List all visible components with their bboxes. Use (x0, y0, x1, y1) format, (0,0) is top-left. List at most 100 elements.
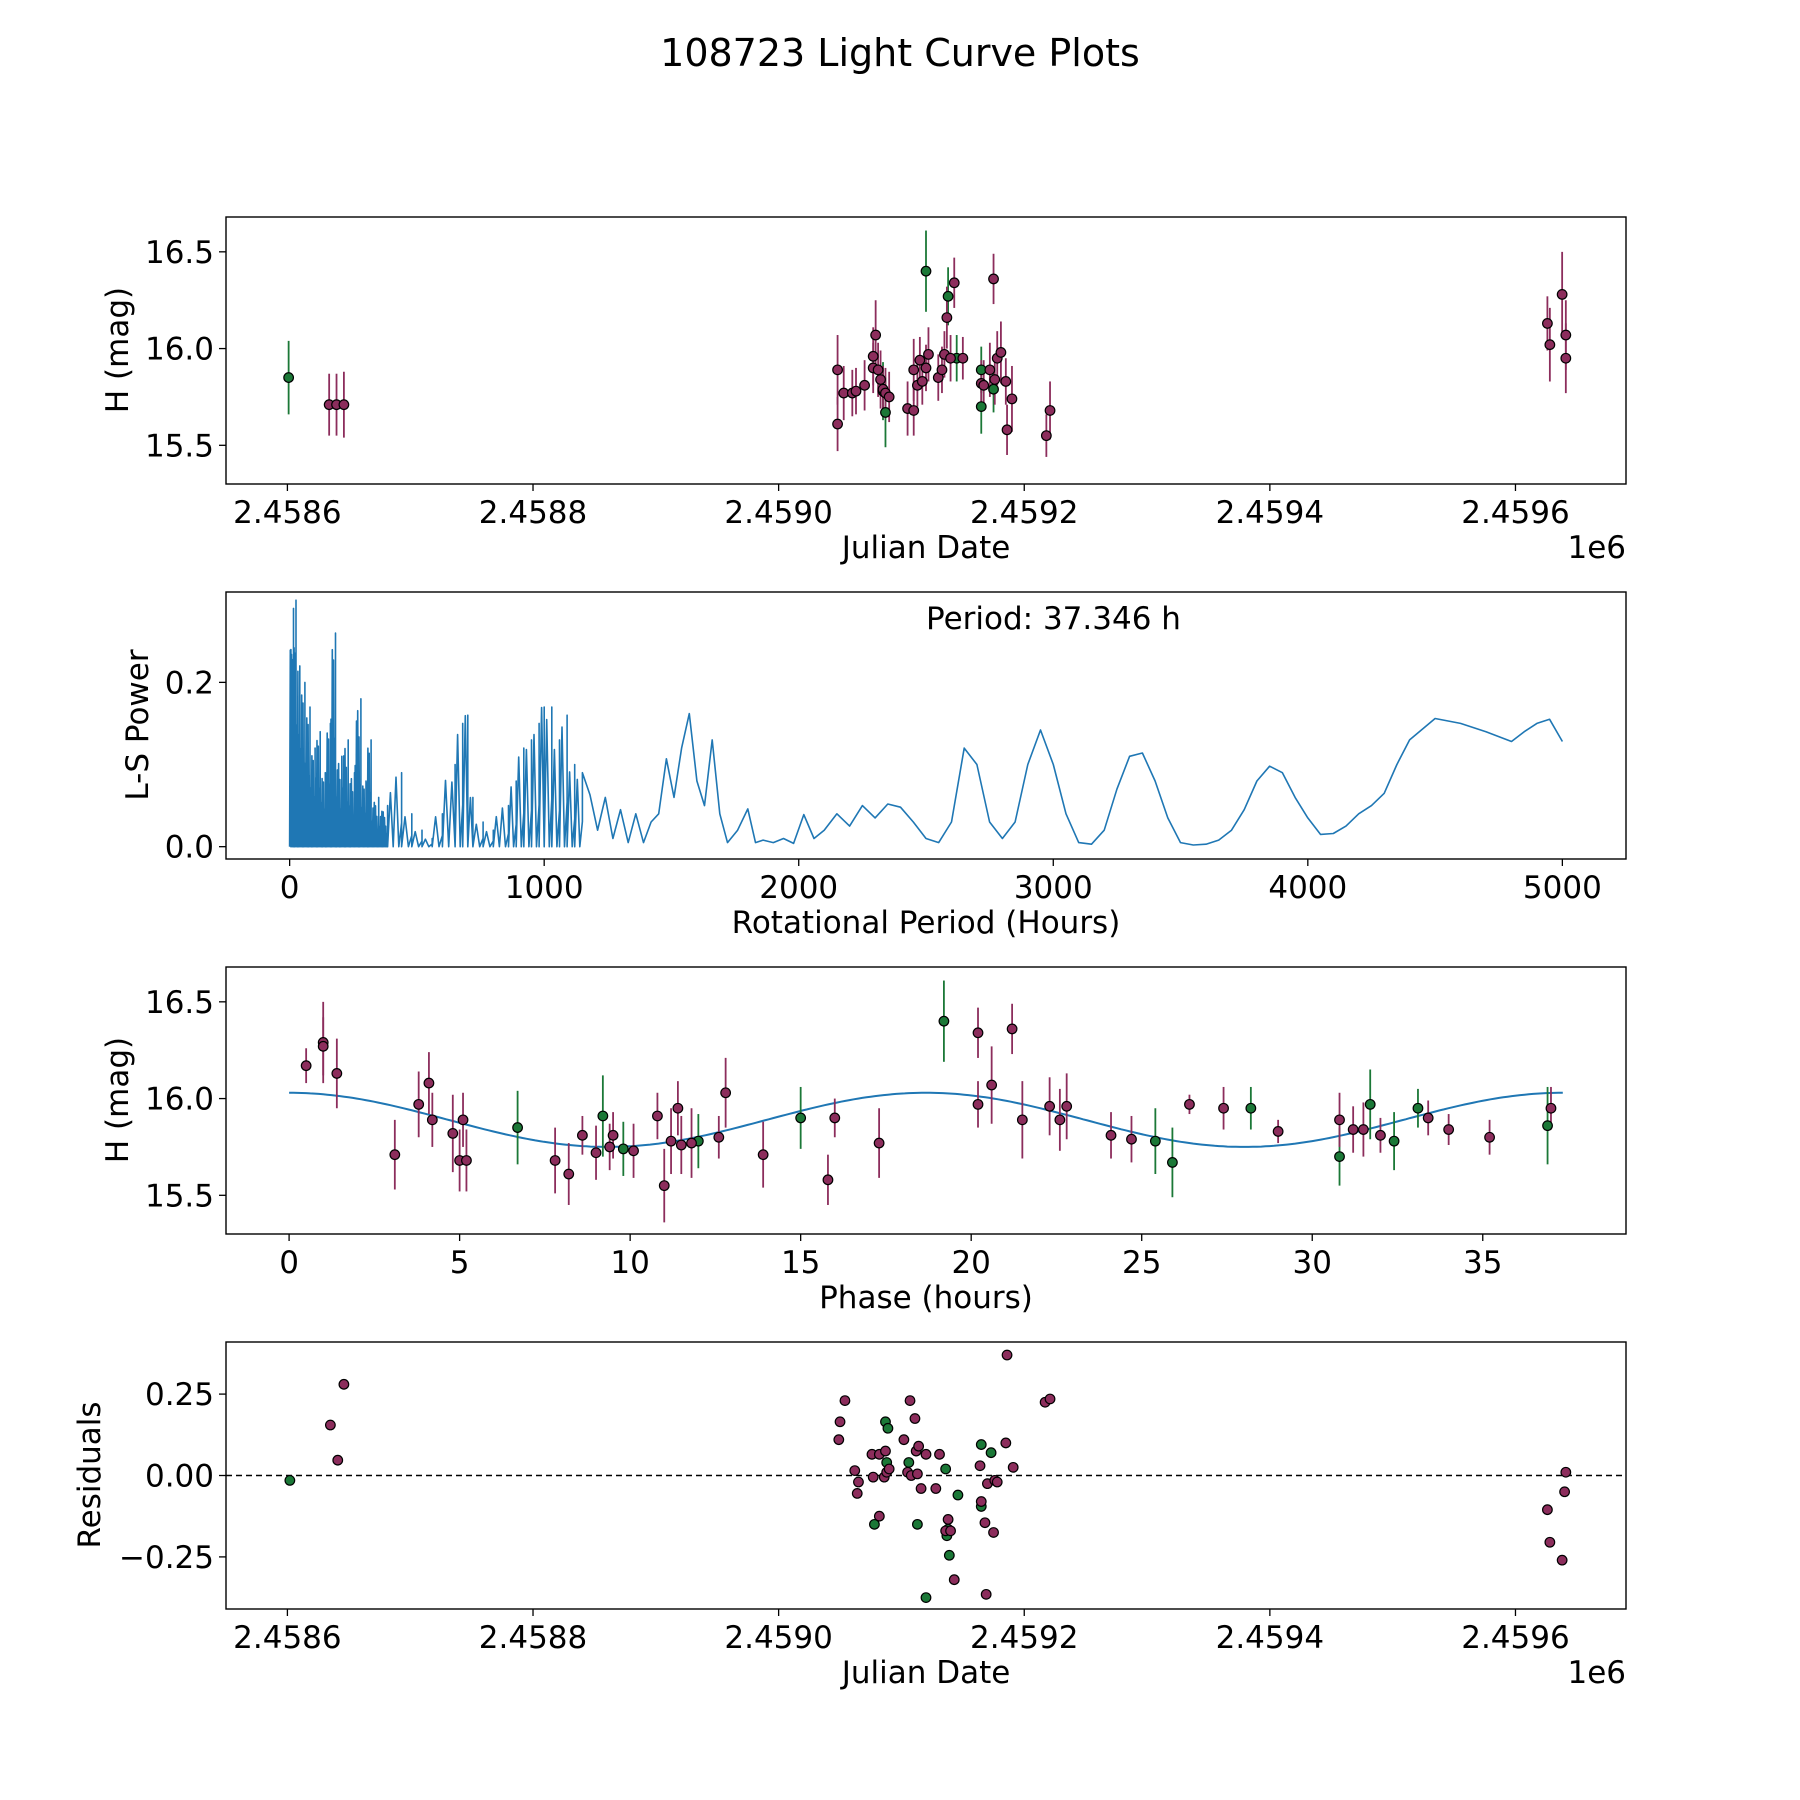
data-point-o (989, 374, 1001, 385)
panel-residuals: 2.4586 2.4588 2.4590 2.4592 2.4594 2.4596 −0.… (72, 1341, 1627, 1691)
data-point-o (1218, 1102, 1229, 1114)
data-point-o (461, 1155, 472, 1166)
data-point-o (853, 1476, 864, 1488)
data-point-o (1016, 1114, 1028, 1126)
data-point-o (914, 354, 926, 366)
data-point-o (832, 418, 843, 430)
data-point-g (975, 401, 987, 413)
data-point-o (1044, 405, 1056, 416)
y-tick-label: 16.0 (145, 1082, 214, 1118)
data-point-g (903, 1457, 915, 1468)
data-point-g (988, 383, 999, 395)
data-point-o (851, 1488, 863, 1499)
y-tick-label: 15.5 (145, 428, 214, 464)
data-point-o (1007, 1461, 1019, 1473)
data-point-o (988, 273, 999, 285)
data-point-o (945, 1525, 956, 1537)
data-point-o (1334, 1114, 1345, 1126)
x-tick-label: 5000 (1523, 870, 1602, 906)
y-ticks: 0.0 0.2 (165, 665, 226, 866)
data-point-o (833, 1434, 845, 1446)
data-point-g (920, 265, 932, 277)
data-point-o (916, 376, 928, 387)
x-axis-label: Julian Date (840, 530, 1011, 566)
x-axis-label: Julian Date (840, 1655, 1011, 1691)
x-tick-label: 3000 (1014, 870, 1093, 906)
data-point-o (974, 1460, 986, 1472)
x-tick-label: 2.4590 (724, 1620, 832, 1656)
data-point-g (952, 1489, 964, 1501)
x-tick-label: 2.4586 (233, 1620, 341, 1656)
y-tick-label: 16.5 (145, 985, 214, 1021)
data-point-o (978, 379, 990, 391)
data-point-o (948, 1574, 960, 1586)
x-tick-label: 20 (951, 1245, 990, 1281)
data-point-o (930, 1483, 942, 1494)
data-point-o (413, 1098, 425, 1110)
data-point-g (597, 1110, 609, 1122)
data-point-g (882, 1422, 894, 1434)
data-point-o (948, 277, 960, 289)
data-point-o (915, 1483, 927, 1494)
data-point-o (941, 312, 953, 324)
data-point-o (628, 1145, 639, 1157)
data-point-o (1542, 318, 1553, 329)
data-point-g (943, 1549, 955, 1561)
periodogram-marks (288, 599, 1564, 848)
data-point-o (872, 364, 884, 376)
data-point-o (672, 1102, 684, 1114)
data-point-o (883, 391, 895, 403)
data-point-o (936, 364, 948, 376)
x-tick-label: 35 (1463, 1245, 1502, 1281)
panel-phase-fold: 0 5 10 15 20 25 30 35 15.5 16.0 16.5 Phase (hours… (100, 966, 1627, 1316)
data-point-o (980, 1588, 992, 1600)
x-ticks: 0 5 10 15 20 25 30 35 (279, 1234, 1502, 1281)
data-point-o (757, 1149, 769, 1161)
data-point-o (1044, 1100, 1056, 1112)
data-point-o (904, 1395, 916, 1407)
data-point-o (898, 1434, 910, 1446)
data-point-o (1443, 1124, 1455, 1135)
data-point-o (995, 347, 1007, 358)
x-tick-label: 2.4590 (724, 495, 832, 531)
data-point-o (1544, 1536, 1556, 1548)
data-point-o (883, 1463, 895, 1475)
data-point-o (1542, 1504, 1553, 1516)
data-point-o (1559, 1486, 1570, 1498)
y-axis-label: H (mag) (100, 1037, 136, 1163)
data-point-o (1357, 1124, 1369, 1135)
data-point-o (1040, 430, 1052, 442)
x-tick-label: 2.4594 (1216, 1620, 1324, 1656)
x-tick-label: 15 (781, 1245, 820, 1281)
y-tick-label: 0.00 (145, 1459, 214, 1495)
data-point-o (1422, 1112, 1434, 1124)
y-tick-label: 0.2 (165, 665, 214, 701)
data-point-g (512, 1122, 523, 1133)
x-tick-label: 2000 (759, 870, 838, 906)
data-point-g (1334, 1151, 1345, 1163)
data-point-o (991, 1476, 1003, 1488)
data-point-o (988, 1527, 999, 1538)
data-point-g (975, 1439, 987, 1450)
data-point-o (1044, 1393, 1056, 1405)
data-point-o (912, 1468, 923, 1480)
data-point-o (859, 379, 870, 391)
data-point-o (576, 1129, 588, 1141)
data-point-o (1105, 1129, 1117, 1141)
x-tick-label: 10 (610, 1245, 649, 1281)
x-tick-label: 2.4592 (970, 495, 1078, 531)
data-point-o (720, 1087, 732, 1099)
data-point-o (1556, 1554, 1568, 1566)
data-point-o (1560, 1466, 1572, 1478)
residual-marks (226, 1349, 1626, 1604)
data-point-o (1347, 1124, 1359, 1135)
data-point-o (875, 374, 886, 385)
data-point-o (945, 352, 956, 364)
data-point-o (324, 1419, 336, 1431)
periodogram-line (288, 599, 1564, 848)
x-tick-label: 0 (279, 1245, 299, 1281)
data-point-o (942, 1514, 954, 1525)
x-tick-label: 0 (280, 870, 300, 906)
y-tick-label: 16.0 (145, 332, 214, 368)
x-tick-label: 2.4596 (1461, 1620, 1569, 1656)
